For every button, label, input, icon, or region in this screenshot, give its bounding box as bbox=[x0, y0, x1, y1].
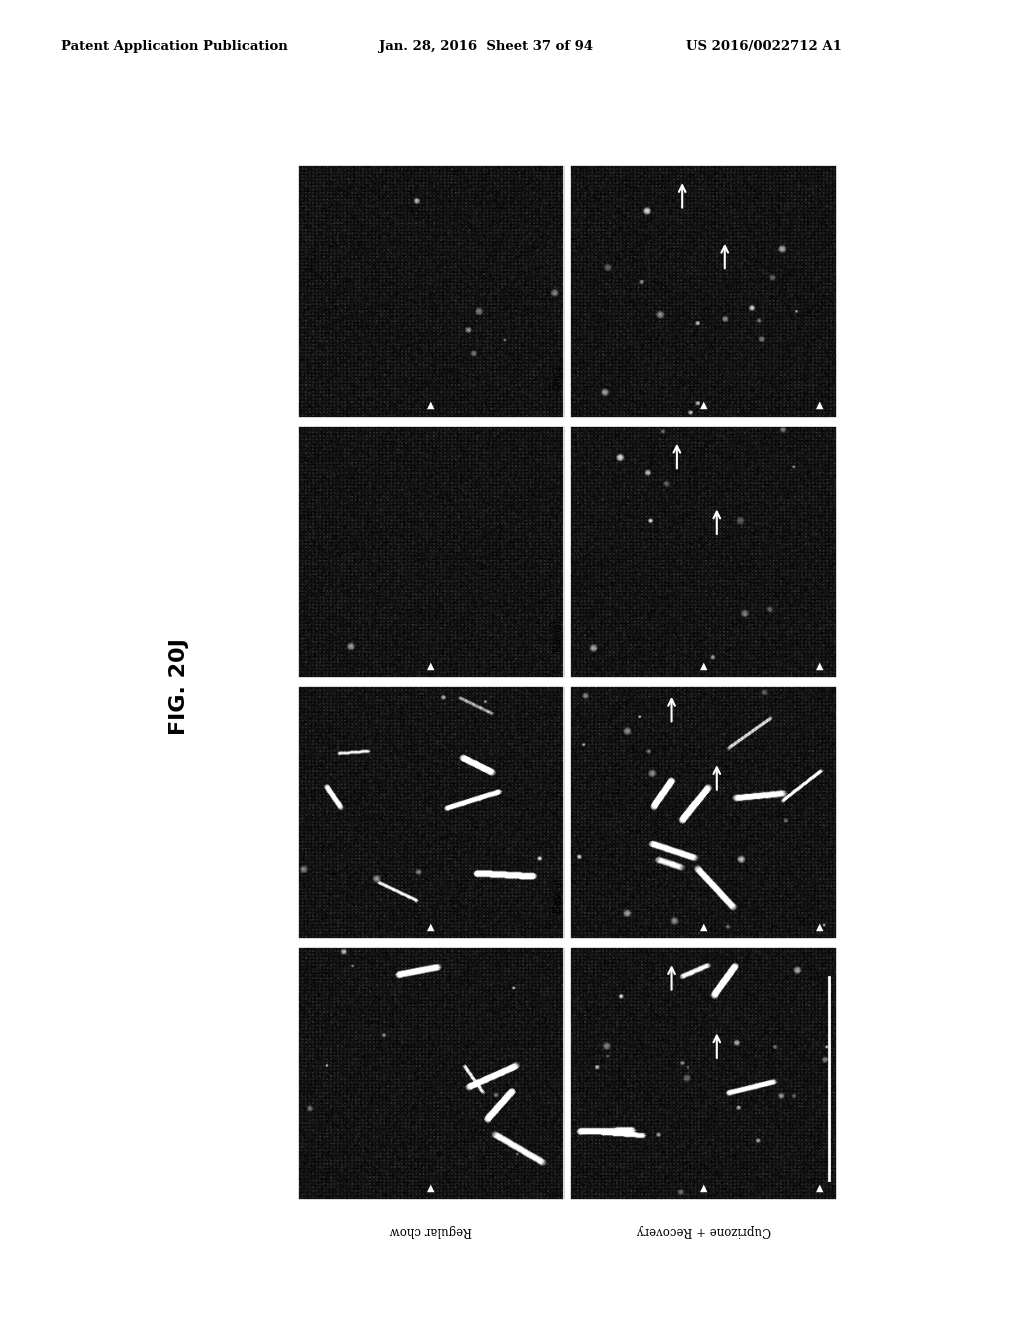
Text: ▲: ▲ bbox=[816, 400, 823, 411]
Text: Patent Application Publication: Patent Application Publication bbox=[61, 40, 288, 53]
Text: Dapi: Dapi bbox=[552, 890, 562, 912]
Text: ▲: ▲ bbox=[699, 921, 708, 932]
Text: ▲: ▲ bbox=[816, 661, 823, 671]
Text: ▲: ▲ bbox=[816, 921, 823, 932]
Text: Regular chow: Regular chow bbox=[390, 1224, 472, 1237]
Text: US 2016/0022712 A1: US 2016/0022712 A1 bbox=[686, 40, 842, 53]
Text: Nampt: Nampt bbox=[552, 618, 562, 651]
Text: ▲: ▲ bbox=[427, 1183, 435, 1192]
Text: ▲: ▲ bbox=[427, 400, 435, 411]
Text: ▲: ▲ bbox=[427, 921, 435, 932]
Text: Cuprizone + Recovery: Cuprizone + Recovery bbox=[637, 1224, 770, 1237]
Text: FIG. 20J: FIG. 20J bbox=[169, 638, 189, 735]
Text: Olig2: Olig2 bbox=[552, 364, 562, 391]
Text: ▲: ▲ bbox=[816, 1183, 823, 1192]
Text: ▲: ▲ bbox=[699, 400, 708, 411]
Text: ▲: ▲ bbox=[427, 661, 435, 671]
Text: ▲: ▲ bbox=[699, 1183, 708, 1192]
Text: Jan. 28, 2016  Sheet 37 of 94: Jan. 28, 2016 Sheet 37 of 94 bbox=[379, 40, 593, 53]
Text: ▲: ▲ bbox=[699, 661, 708, 671]
